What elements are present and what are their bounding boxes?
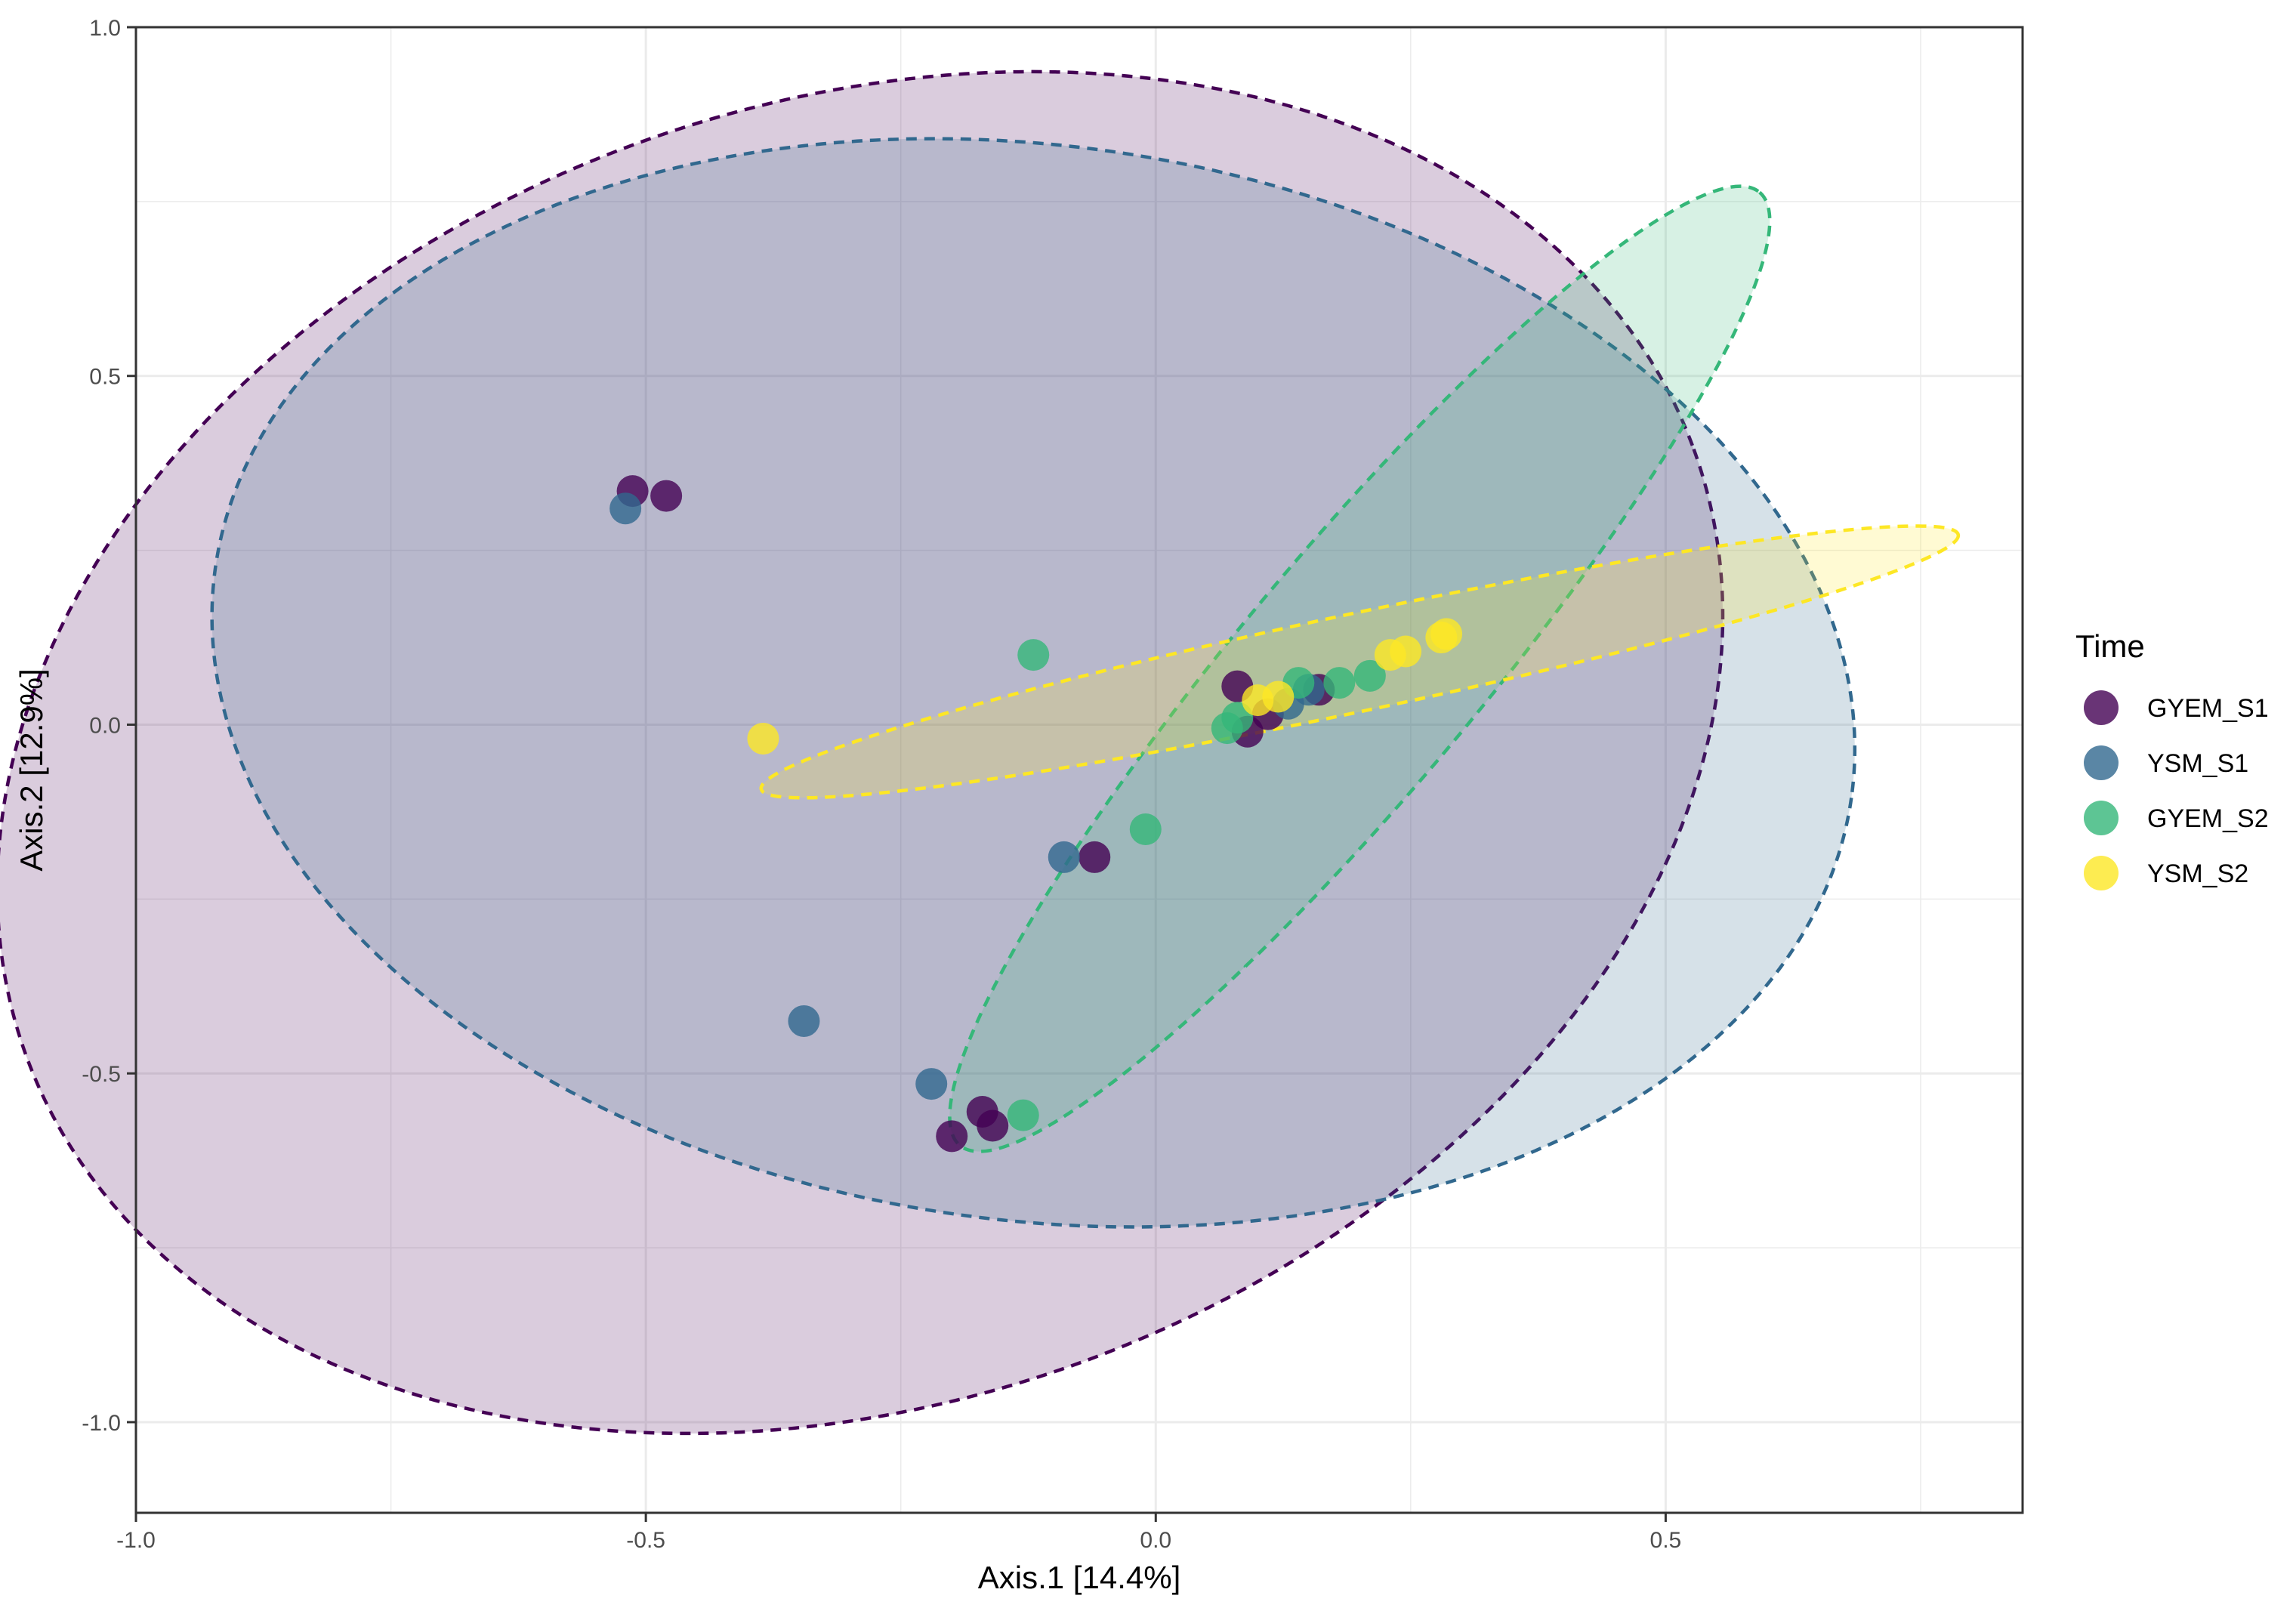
legend-label: GYEM_S2 [2147,804,2269,833]
x-tick-label: -1.0 [116,1528,156,1553]
legend-key-gyem-s1 [2084,690,2119,725]
x-tick-label: 0.0 [1140,1528,1171,1553]
legend-label: GYEM_S1 [2147,694,2269,723]
legend-items: GYEM_S1 YSM_S1 GYEM_S2 YSM_S2 [2084,690,2269,890]
point-gyem-s1 [977,1109,1009,1142]
point-gyem-s2 [1129,813,1162,845]
point-ysm-s2 [747,722,779,755]
point-ysm-s1 [915,1068,948,1100]
point-gyem-s1 [936,1120,968,1153]
legend-label: YSM_S2 [2147,860,2248,888]
point-ysm-s1 [788,1005,820,1037]
point-gyem-s2 [1353,659,1386,692]
legend: Time GYEM_S1 YSM_S1 GYEM_S2 YSM_S2 [2075,628,2269,890]
ellipse-ysm-s1 [210,137,1857,1229]
point-ysm-s2 [1390,635,1422,668]
point-ysm-s2 [1262,681,1295,713]
point-ysm-s2 [1430,618,1463,650]
point-gyem-s2 [1211,712,1243,745]
point-ysm-s1 [1048,841,1080,873]
legend-title: Time [2075,628,2145,664]
point-gyem-s2 [1007,1099,1039,1131]
data-points [609,475,1463,1153]
y-tick-label: 0.0 [89,713,121,738]
point-gyem-s2 [1323,667,1356,699]
y-tick-label: -0.5 [82,1062,121,1087]
legend-key-gyem-s2 [2084,801,2119,835]
y-tick-label: 0.5 [89,365,121,390]
legend-key-ysm-s1 [2084,745,2119,780]
y-axis-title: Axis.2 [12.9%] [14,668,49,871]
x-tick-label: -0.5 [626,1528,665,1553]
legend-key-ysm-s2 [2084,856,2119,890]
ellipse-gyem-s1 [0,69,1725,1436]
x-axis-title: Axis.1 [14.4%] [978,1560,1180,1595]
axis-ticks: -1.0 -0.5 0.0 0.5 1.0 0.5 0.0 -0.5 -1.0 [82,16,1681,1553]
y-tick-label: -1.0 [82,1411,121,1436]
ellipse-ysm-s2 [759,524,1961,800]
point-gyem-s1 [650,480,683,512]
x-tick-label: 0.5 [1650,1528,1682,1553]
plot-panel-border [134,26,2024,1514]
point-ysm-s1 [609,492,642,525]
point-gyem-s1 [1079,841,1111,873]
y-tick-label: 1.0 [89,16,121,41]
legend-label: YSM_S1 [2147,749,2248,778]
point-gyem-s2 [1017,639,1050,671]
